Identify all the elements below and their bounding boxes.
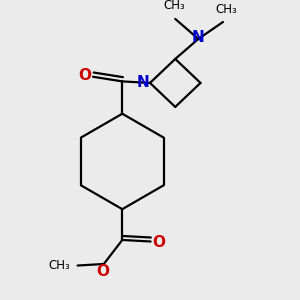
Text: CH₃: CH₃: [48, 259, 70, 272]
Text: O: O: [78, 68, 91, 83]
Text: N: N: [137, 75, 150, 90]
Text: N: N: [192, 30, 205, 45]
Text: O: O: [153, 235, 166, 250]
Text: O: O: [96, 264, 109, 279]
Text: CH₃: CH₃: [216, 3, 238, 16]
Text: CH₃: CH₃: [164, 0, 185, 12]
